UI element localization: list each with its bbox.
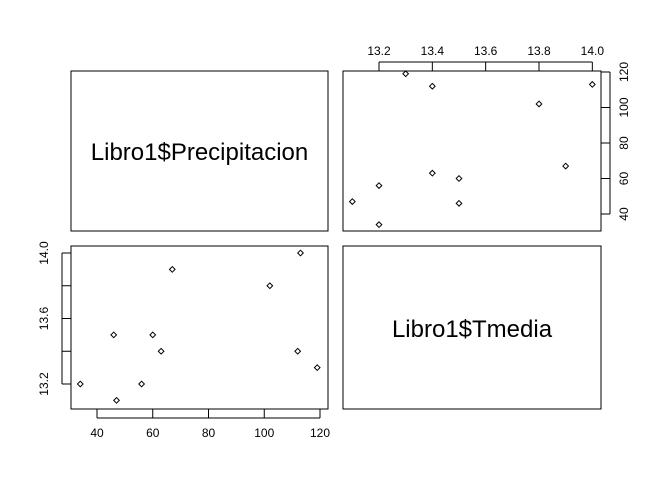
data-point-upper bbox=[428, 169, 436, 177]
axis-right-tick-label: 40 bbox=[617, 207, 631, 221]
axis-top-tmedia: 13.2 13.4 13.6 13.8 14.0 bbox=[367, 44, 604, 71]
axis-bottom-precipitacion: 40 60 80 100 120 bbox=[90, 409, 330, 440]
panel-frame-top-left bbox=[70, 70, 329, 232]
data-point-lower bbox=[149, 331, 157, 339]
axis-bottom-tick-label: 40 bbox=[90, 426, 104, 440]
axis-bottom-tick-label: 100 bbox=[254, 426, 274, 440]
data-point-upper bbox=[588, 80, 596, 88]
data-point-lower bbox=[168, 265, 176, 273]
data-point-lower bbox=[296, 249, 304, 257]
diagonal-label-precipitacion: Libro1$Precipitacion bbox=[91, 139, 308, 166]
data-point-lower bbox=[266, 282, 274, 290]
axis-right-tick-label: 120 bbox=[617, 62, 631, 82]
data-point-upper bbox=[375, 182, 383, 190]
axis-right-precipitacion: 40 60 80 100 120 bbox=[601, 62, 631, 221]
axis-top-tick-label: 14.0 bbox=[581, 44, 605, 58]
panel-frame-bottom-right bbox=[342, 245, 602, 410]
axis-left-tmedia: 13.2 13.6 14.0 bbox=[37, 241, 71, 396]
axis-top-tick-label: 13.2 bbox=[367, 44, 391, 58]
axis-right-tick-label: 60 bbox=[617, 172, 631, 186]
data-point-lower bbox=[157, 347, 165, 355]
axis-top-tick-label: 13.8 bbox=[527, 44, 551, 58]
panel-frame-top-right bbox=[342, 70, 602, 232]
data-point-lower bbox=[76, 380, 84, 388]
axis-right-tick-label: 80 bbox=[617, 136, 631, 150]
axis-left-tick-label: 13.2 bbox=[37, 372, 51, 396]
data-point-lower bbox=[110, 331, 118, 339]
axis-top-tick-label: 13.6 bbox=[474, 44, 498, 58]
data-point-lower bbox=[313, 364, 321, 372]
data-point-upper bbox=[535, 100, 543, 108]
axis-right-tick-label: 100 bbox=[617, 97, 631, 117]
points-upper-panel bbox=[348, 70, 596, 229]
data-point-upper bbox=[348, 198, 356, 206]
data-point-upper bbox=[402, 70, 410, 78]
axis-left-tick-label: 14.0 bbox=[37, 241, 51, 265]
data-point-lower bbox=[138, 380, 146, 388]
axis-bottom-tick-label: 120 bbox=[310, 426, 330, 440]
data-point-lower bbox=[294, 347, 302, 355]
panel-frame-bottom-left bbox=[70, 245, 329, 410]
data-point-upper bbox=[428, 82, 436, 90]
diagonal-label-tmedia: Libro1$Tmedia bbox=[392, 316, 553, 343]
axis-bottom-tick-label: 80 bbox=[202, 426, 216, 440]
axis-left-tick-label: 13.6 bbox=[37, 306, 51, 330]
data-point-upper bbox=[375, 221, 383, 229]
axis-top-tick-label: 13.4 bbox=[421, 44, 445, 58]
data-point-lower bbox=[113, 396, 121, 404]
axis-bottom-tick-label: 60 bbox=[146, 426, 160, 440]
points-lower-panel bbox=[76, 249, 321, 404]
data-point-upper bbox=[455, 199, 463, 207]
data-point-upper bbox=[562, 162, 570, 170]
data-point-upper bbox=[455, 174, 463, 183]
